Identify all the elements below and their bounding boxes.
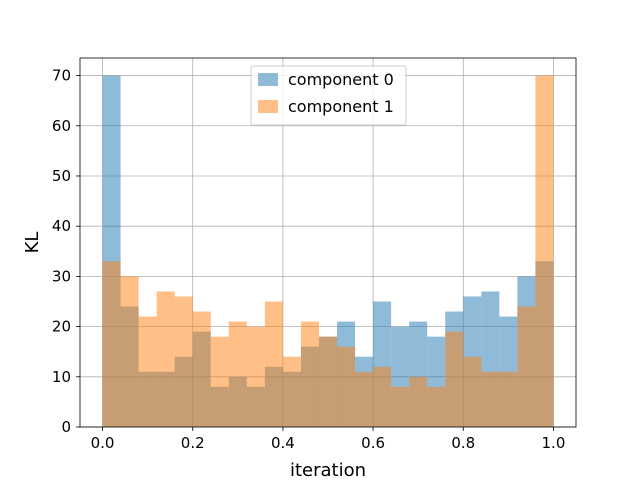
y-axis-label: KL — [22, 232, 43, 254]
bar-series-1-bin-15 — [373, 366, 392, 427]
bar-series-1-bin-12 — [318, 336, 338, 427]
x-tick-label-3: 0.6 — [361, 434, 385, 452]
bar-series-1-bin-10 — [282, 356, 301, 427]
y-tick-label-6: 60 — [52, 117, 71, 135]
y-tick-label-1: 10 — [52, 368, 71, 386]
histogram-bars — [102, 75, 554, 428]
y-tick-label-2: 20 — [52, 318, 71, 336]
bar-series-1-bin-13 — [337, 346, 356, 427]
bar-series-1-bin-2 — [138, 316, 157, 427]
bar-series-1-bin-21 — [481, 371, 500, 427]
y-tick-label-0: 0 — [61, 418, 71, 436]
bar-series-1-bin-24 — [535, 75, 554, 428]
x-axis-label: iteration — [290, 460, 366, 480]
bar-series-1-bin-6 — [210, 336, 229, 427]
bar-series-1-bin-5 — [192, 311, 211, 427]
bar-series-1-bin-1 — [120, 276, 139, 427]
legend-box — [250, 65, 407, 126]
bar-series-1-bin-11 — [300, 321, 319, 427]
axis-ticks: 0.0 0.2 0.4 0.6 0.8 1.0 0 10 20 30 40 50 60 70 — [52, 67, 565, 452]
bar-series-1-bin-3 — [156, 291, 175, 427]
bar-series-1-bin-19 — [445, 331, 464, 427]
legend-swatch-component-0 — [258, 73, 278, 86]
legend-label-component-1: component 1 — [288, 97, 394, 116]
legend-swatch-component-1 — [258, 100, 278, 113]
x-tick-label-0: 0.0 — [91, 434, 115, 452]
bar-series-1-bin-18 — [427, 386, 446, 427]
bar-series-1-bin-17 — [409, 376, 428, 427]
bar-series-1-bin-23 — [517, 306, 536, 427]
bar-series-1 — [102, 75, 554, 428]
y-tick-label-7: 70 — [52, 67, 71, 85]
x-tick-label-1: 0.2 — [181, 434, 205, 452]
bar-series-1-bin-9 — [264, 301, 283, 427]
bar-series-1-bin-16 — [391, 386, 410, 427]
bar-series-1-bin-14 — [355, 371, 374, 427]
bar-series-1-bin-8 — [246, 326, 265, 427]
bar-series-1-bin-7 — [228, 321, 247, 427]
y-tick-label-3: 30 — [52, 267, 71, 285]
bar-series-1-bin-4 — [174, 296, 193, 427]
y-tick-label-4: 40 — [52, 217, 71, 235]
x-tick-label-2: 0.4 — [271, 434, 295, 452]
bar-series-1-bin-20 — [463, 356, 482, 427]
bar-series-1-bin-22 — [499, 371, 518, 427]
bar-series-1-bin-0 — [102, 261, 121, 427]
x-tick-label-5: 1.0 — [542, 434, 566, 452]
legend: component 0 component 1 — [250, 65, 407, 126]
legend-label-component-0: component 0 — [288, 70, 394, 89]
plot-frame — [79, 57, 577, 428]
x-tick-label-4: 0.8 — [451, 434, 475, 452]
y-tick-label-5: 50 — [52, 167, 71, 185]
